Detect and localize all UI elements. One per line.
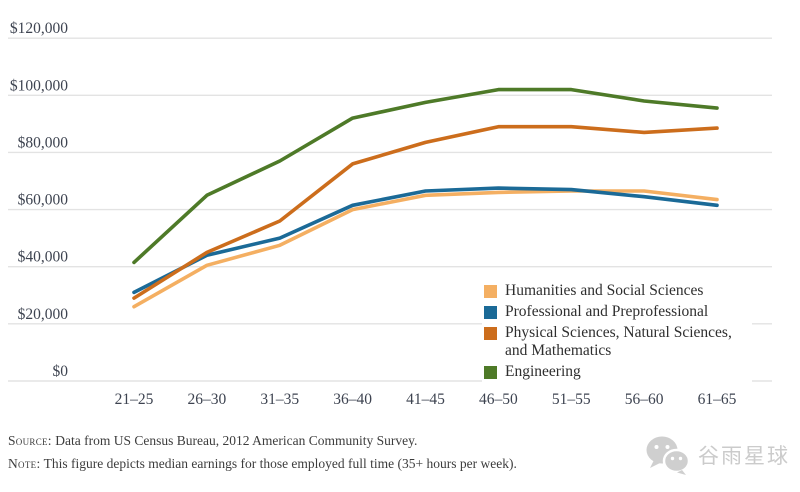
legend-label-engineering: Engineering [505,363,581,381]
x-tick-label: 41–45 [406,391,445,408]
legend-swatch-professional [484,306,497,319]
watermark: 谷雨星球 [643,434,790,476]
y-tick-label: $20,000 [18,306,69,323]
series-line-humanities-and-social-sciences [132,189,719,309]
x-tick-label: 26–30 [188,391,227,408]
method-note: Note: This figure depicts median earning… [8,452,568,475]
y-tick-label: $0 [53,363,69,380]
series-line-professional-and-preprofessional [132,186,719,295]
x-tick-label: 46–50 [479,391,518,408]
source-label: Source: [8,433,52,448]
series-line-engineering [132,87,719,265]
legend-item-physical-sciences: Physical Sciences, Natural Sciences, and… [484,324,752,360]
legend-swatch-engineering [484,366,497,379]
x-tick-label: 31–35 [260,391,299,408]
x-tick-label: 61–65 [698,391,737,408]
y-tick-label: $100,000 [10,77,68,94]
legend-item-professional: Professional and Preprofessional [484,303,752,321]
legend-label-line: Engineering [505,363,581,380]
series-line-physical-sciences-natural-sciences-and-mathematics [132,124,719,300]
y-tick-label: $120,000 [10,20,68,37]
legend-swatch-physical-sciences [484,327,497,340]
legend-item-engineering: Engineering [484,363,752,381]
legend-label-physical-sciences: Physical Sciences, Natural Sciences, and… [505,324,732,360]
source-note: Source: Data from US Census Bureau, 2012… [8,429,568,452]
legend-label-line: Professional and Preprofessional [505,303,709,320]
watermark-text: 谷雨星球 [698,444,790,468]
legend-label-line: Humanities and Social Sciences [505,282,704,299]
x-tick-label: 51–55 [552,391,591,408]
y-tick-label: $60,000 [18,192,69,209]
note-text: This figure depicts median earnings for … [40,456,517,471]
x-tick-label: 21–25 [115,391,154,408]
legend-label-line: Physical Sciences, Natural Sciences, [505,324,732,341]
x-tick-label: 36–40 [333,391,372,408]
legend-swatch-humanities [484,285,497,298]
x-tick-label: 56–60 [625,391,664,408]
y-tick-label: $40,000 [18,249,69,266]
legend-label-professional: Professional and Preprofessional [505,303,708,321]
legend-item-humanities: Humanities and Social Sciences [484,282,752,300]
note-label: Note: [8,456,41,471]
legend-label-humanities: Humanities and Social Sciences [505,282,703,300]
source-text: Data from US Census Bureau, 2012 America… [51,433,418,448]
legend: Humanities and Social Sciences Professio… [482,280,752,386]
footnotes: Source: Data from US Census Bureau, 2012… [8,429,568,475]
legend-label-line: and Mathematics [505,342,612,359]
wechat-icon [646,436,691,475]
y-tick-label: $80,000 [18,134,69,151]
chart-canvas: $0 $20,000 $40,000 $60,000 $80,000 $100,000 $1… [8,20,772,408]
